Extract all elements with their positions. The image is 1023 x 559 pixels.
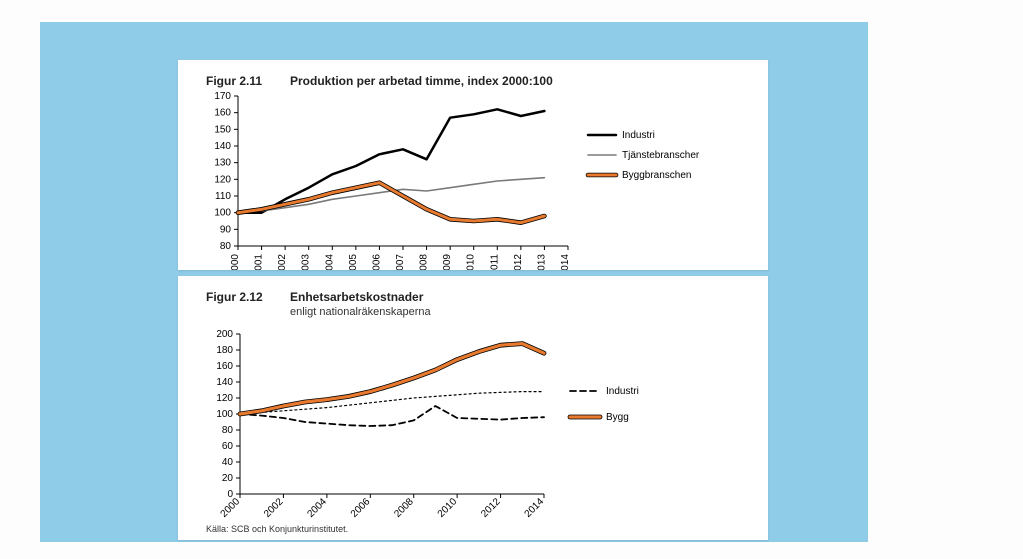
svg-text:160: 160	[214, 108, 231, 119]
svg-text:160: 160	[216, 361, 233, 372]
svg-text:2006: 2006	[371, 254, 382, 270]
svg-text:80: 80	[222, 425, 234, 436]
svg-text:110: 110	[215, 191, 231, 202]
svg-text:90: 90	[220, 224, 232, 235]
svg-text:100: 100	[216, 409, 233, 420]
svg-text:Industri: Industri	[622, 130, 655, 141]
svg-text:2002: 2002	[277, 254, 288, 270]
fig-title-top: Produktion per arbetad timme, index 2000…	[290, 74, 553, 88]
chart-svg-bot: 0204060801001201401601802002000200220042…	[178, 276, 768, 540]
svg-text:130: 130	[214, 158, 231, 169]
svg-text:2006: 2006	[349, 496, 373, 520]
fig-label-bot: Figur 2.12	[206, 290, 263, 304]
svg-text:170: 170	[214, 91, 231, 102]
svg-text:140: 140	[214, 141, 231, 152]
source-text: Källa: SCB och Konjunkturinstitutet.	[206, 524, 348, 534]
svg-text:2009: 2009	[442, 254, 453, 270]
svg-text:60: 60	[222, 441, 234, 452]
svg-text:200: 200	[216, 329, 233, 340]
fig-subtitle-bot: enligt nationalräkenskaperna	[290, 306, 431, 318]
svg-text:2012: 2012	[479, 496, 503, 520]
svg-text:2003: 2003	[301, 254, 312, 270]
svg-text:Byggbranschen: Byggbranschen	[622, 170, 692, 181]
svg-text:150: 150	[214, 124, 231, 135]
svg-text:2007: 2007	[395, 254, 406, 270]
svg-text:2004: 2004	[305, 496, 329, 520]
svg-text:2008: 2008	[392, 496, 416, 520]
svg-text:2013: 2013	[536, 254, 547, 270]
svg-text:2004: 2004	[324, 254, 335, 270]
svg-text:80: 80	[220, 241, 232, 252]
fig-title-bot: Enhetsarbetskostnader	[290, 290, 423, 304]
svg-text:2011: 2011	[489, 254, 500, 270]
svg-text:20: 20	[222, 473, 234, 484]
svg-text:120: 120	[216, 393, 233, 404]
chart-card-top: Figur 2.11 Produktion per arbetad timme,…	[178, 60, 768, 270]
svg-text:2010: 2010	[466, 254, 477, 270]
svg-text:2008: 2008	[419, 254, 430, 270]
svg-text:180: 180	[216, 345, 233, 356]
svg-text:2005: 2005	[348, 254, 359, 270]
svg-text:40: 40	[222, 457, 234, 468]
svg-text:2002: 2002	[262, 496, 286, 520]
chart-svg-top: 80 90 100 110 120 130 140 150 160 170 2000 2001 2002…	[178, 60, 768, 270]
svg-text:Tjänstebranscher: Tjänstebranscher	[622, 150, 700, 161]
page-root: Figur 2.11 Produktion per arbetad timme,…	[0, 0, 1023, 559]
svg-text:2000: 2000	[219, 496, 243, 520]
svg-text:2000: 2000	[230, 254, 241, 270]
svg-text:2012: 2012	[513, 254, 524, 270]
svg-text:140: 140	[216, 377, 233, 388]
svg-text:Industri: Industri	[606, 386, 639, 397]
svg-text:120: 120	[214, 174, 231, 185]
svg-text:2014: 2014	[560, 254, 571, 270]
svg-text:2010: 2010	[436, 496, 460, 520]
svg-text:2001: 2001	[254, 254, 265, 270]
chart-card-bot: Figur 2.12 Enhetsarbetskostnader enligt …	[178, 276, 768, 540]
fig-label-top: Figur 2.11	[206, 74, 262, 88]
svg-text:2014: 2014	[523, 496, 547, 520]
svg-text:Bygg: Bygg	[606, 412, 629, 423]
svg-text:100: 100	[214, 208, 231, 219]
